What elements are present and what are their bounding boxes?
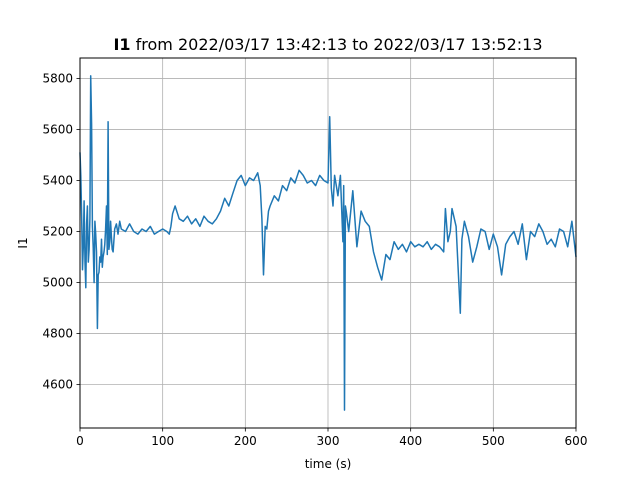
y-axis-ticks: 4600 4800 5000 5200 5400 5600 5800 [42, 71, 80, 392]
y-tick-label: 5000 [42, 276, 73, 290]
y-axis-label: I1 [16, 237, 30, 248]
x-tick-label: 500 [482, 434, 505, 448]
y-tick-label: 5600 [42, 122, 73, 136]
y-tick-label: 4800 [42, 327, 73, 341]
y-tick-label: 5400 [42, 173, 73, 187]
x-tick-label: 400 [399, 434, 422, 448]
x-tick-label: 100 [151, 434, 174, 448]
series-line-0 [79, 75, 577, 411]
chart-title-bold: I1 [113, 35, 130, 54]
chart-title-rest: from 2022/03/17 13:42:13 to 2022/03/17 1… [131, 35, 543, 54]
x-axis-ticks: 0 100 200 300 400 500 600 [76, 428, 587, 448]
grid [79, 58, 577, 428]
y-tick-label: 4600 [42, 378, 73, 392]
y-tick-label: 5200 [42, 225, 73, 239]
x-tick-label: 200 [234, 434, 257, 448]
y-tick-label: 5800 [42, 71, 73, 85]
chart-title: I1 from 2022/03/17 13:42:13 to 2022/03/1… [113, 35, 542, 54]
x-axis-label: time (s) [305, 457, 352, 471]
x-tick-label: 300 [317, 434, 340, 448]
x-tick-label: 600 [565, 434, 588, 448]
series-layer [79, 75, 577, 411]
x-tick-label: 0 [76, 434, 84, 448]
